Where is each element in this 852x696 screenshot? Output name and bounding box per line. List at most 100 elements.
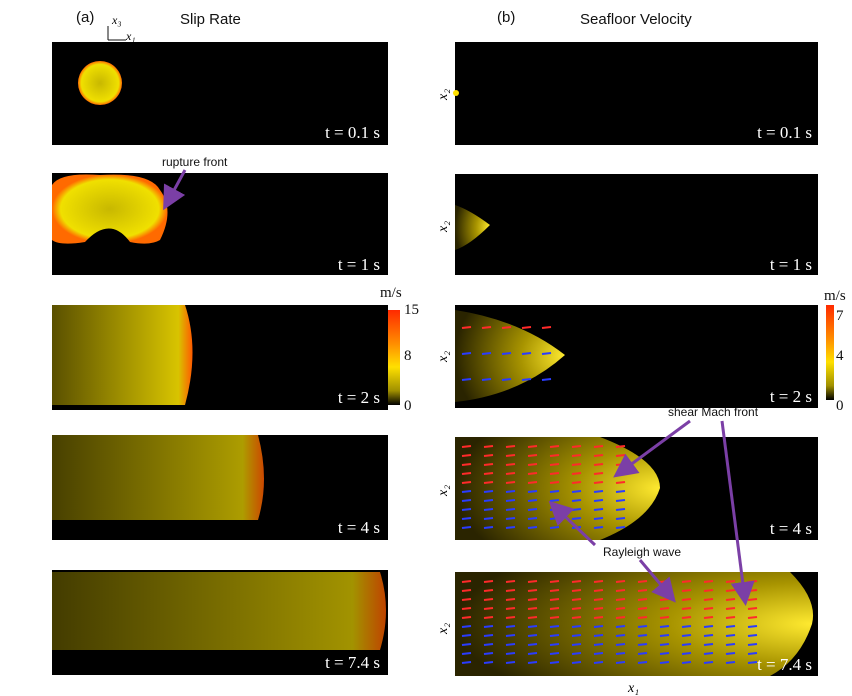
velocity-arrow: [506, 464, 515, 465]
velocity-arrow: [542, 379, 551, 380]
panel-title: Slip Rate: [180, 11, 241, 28]
velocity-arrow: [748, 662, 757, 663]
velocity-arrow: [616, 464, 625, 465]
velocity-arrow: [594, 581, 603, 582]
velocity-arrow: [484, 599, 493, 600]
velocity-arrow: [594, 464, 603, 465]
velocity-arrow: [462, 455, 471, 456]
axis-label: x₃: [111, 13, 122, 27]
velocity-arrow: [704, 626, 713, 627]
velocity-arrow: [638, 635, 647, 636]
velocity-arrow: [660, 581, 669, 582]
velocity-arrow: [506, 599, 515, 600]
velocity-arrow: [682, 626, 691, 627]
velocity-arrow: [506, 590, 515, 591]
velocity-arrow: [594, 608, 603, 609]
velocity-arrow: [502, 353, 511, 354]
velocity-arrow: [462, 599, 471, 600]
velocity-arrow: [484, 509, 493, 510]
velocity-arrow: [572, 617, 581, 618]
velocity-arrow: [616, 527, 625, 528]
velocity-arrow: [506, 653, 515, 654]
velocity-arrow: [572, 653, 581, 654]
rupture-patch: [52, 572, 386, 650]
velocity-arrow: [594, 482, 603, 483]
velocity-arrow: [462, 491, 471, 492]
velocity-arrow: [638, 644, 647, 645]
velocity-arrow: [616, 626, 625, 627]
velocity-arrow: [616, 590, 625, 591]
velocity-arrow: [528, 653, 537, 654]
velocity-arrow: [616, 581, 625, 582]
velocity-arrow: [594, 626, 603, 627]
velocity-arrow: [462, 644, 471, 645]
rupture-patch: [52, 305, 193, 405]
velocity-arrow: [572, 455, 581, 456]
velocity-arrow: [484, 581, 493, 582]
velocity-arrow: [506, 518, 515, 519]
velocity-arrow: [616, 635, 625, 636]
velocity-arrow: [616, 617, 625, 618]
velocity-arrow: [462, 327, 471, 328]
velocity-arrow: [682, 644, 691, 645]
velocity-arrow: [594, 653, 603, 654]
velocity-arrow: [704, 581, 713, 582]
velocity-arrow: [726, 653, 735, 654]
velocity-arrow: [528, 644, 537, 645]
velocity-arrow: [616, 599, 625, 600]
velocity-arrow: [638, 617, 647, 618]
velocity-arrow: [484, 644, 493, 645]
velocity-arrow: [572, 500, 581, 501]
velocity-arrow: [726, 608, 735, 609]
velocity-arrow: [748, 599, 757, 600]
velocity-arrow: [616, 644, 625, 645]
velocity-arrow: [638, 608, 647, 609]
velocity-arrow: [528, 617, 537, 618]
velocity-arrow: [528, 509, 537, 510]
velocity-arrow: [482, 327, 491, 328]
time-label: t = 4 s: [770, 519, 812, 538]
velocity-arrow: [462, 500, 471, 501]
velocity-arrow: [748, 653, 757, 654]
velocity-arrow: [572, 608, 581, 609]
velocity-arrow: [550, 635, 559, 636]
velocity-arrow: [506, 482, 515, 483]
velocity-arrow: [594, 644, 603, 645]
velocity-arrow: [528, 662, 537, 663]
velocity-arrow: [704, 644, 713, 645]
velocity-arrow: [748, 626, 757, 627]
velocity-arrow: [704, 653, 713, 654]
velocity-arrow: [528, 473, 537, 474]
velocity-arrow: [550, 590, 559, 591]
velocity-arrow: [462, 608, 471, 609]
velocity-arrow: [484, 590, 493, 591]
velocity-arrow: [616, 446, 625, 447]
velocity-arrow: [704, 599, 713, 600]
velocity-arrow: [594, 599, 603, 600]
velocity-arrow: [550, 464, 559, 465]
velocity-arrow: [660, 635, 669, 636]
velocity-arrow: [528, 455, 537, 456]
velocity-arrow: [748, 644, 757, 645]
velocity-arrow: [726, 644, 735, 645]
velocity-arrow: [528, 491, 537, 492]
colorbar-tick: 7: [836, 308, 844, 324]
velocity-arrow: [528, 608, 537, 609]
velocity-arrow: [462, 653, 471, 654]
velocity-arrow: [638, 653, 647, 654]
velocity-arrow: [594, 590, 603, 591]
velocity-arrow: [748, 617, 757, 618]
velocity-arrow: [462, 518, 471, 519]
velocity-arrow: [522, 353, 531, 354]
velocity-arrow: [550, 491, 559, 492]
velocity-arrow: [550, 581, 559, 582]
axis-label: x₂: [436, 221, 451, 233]
velocity-arrow: [484, 518, 493, 519]
velocity-arrow: [550, 662, 559, 663]
velocity-arrow: [550, 617, 559, 618]
velocity-arrow: [594, 617, 603, 618]
velocity-arrow: [528, 527, 537, 528]
velocity-arrow: [484, 653, 493, 654]
velocity-arrow: [462, 581, 471, 582]
velocity-arrow: [572, 644, 581, 645]
